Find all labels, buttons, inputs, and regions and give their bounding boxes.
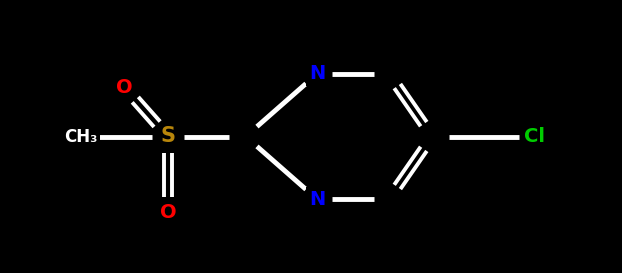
Text: CH₃: CH₃ [64,127,98,146]
Text: O: O [160,203,176,222]
Text: Cl: Cl [524,127,545,146]
Text: O: O [116,78,132,97]
Text: S: S [160,126,175,147]
Text: N: N [309,64,325,83]
Text: N: N [309,190,325,209]
